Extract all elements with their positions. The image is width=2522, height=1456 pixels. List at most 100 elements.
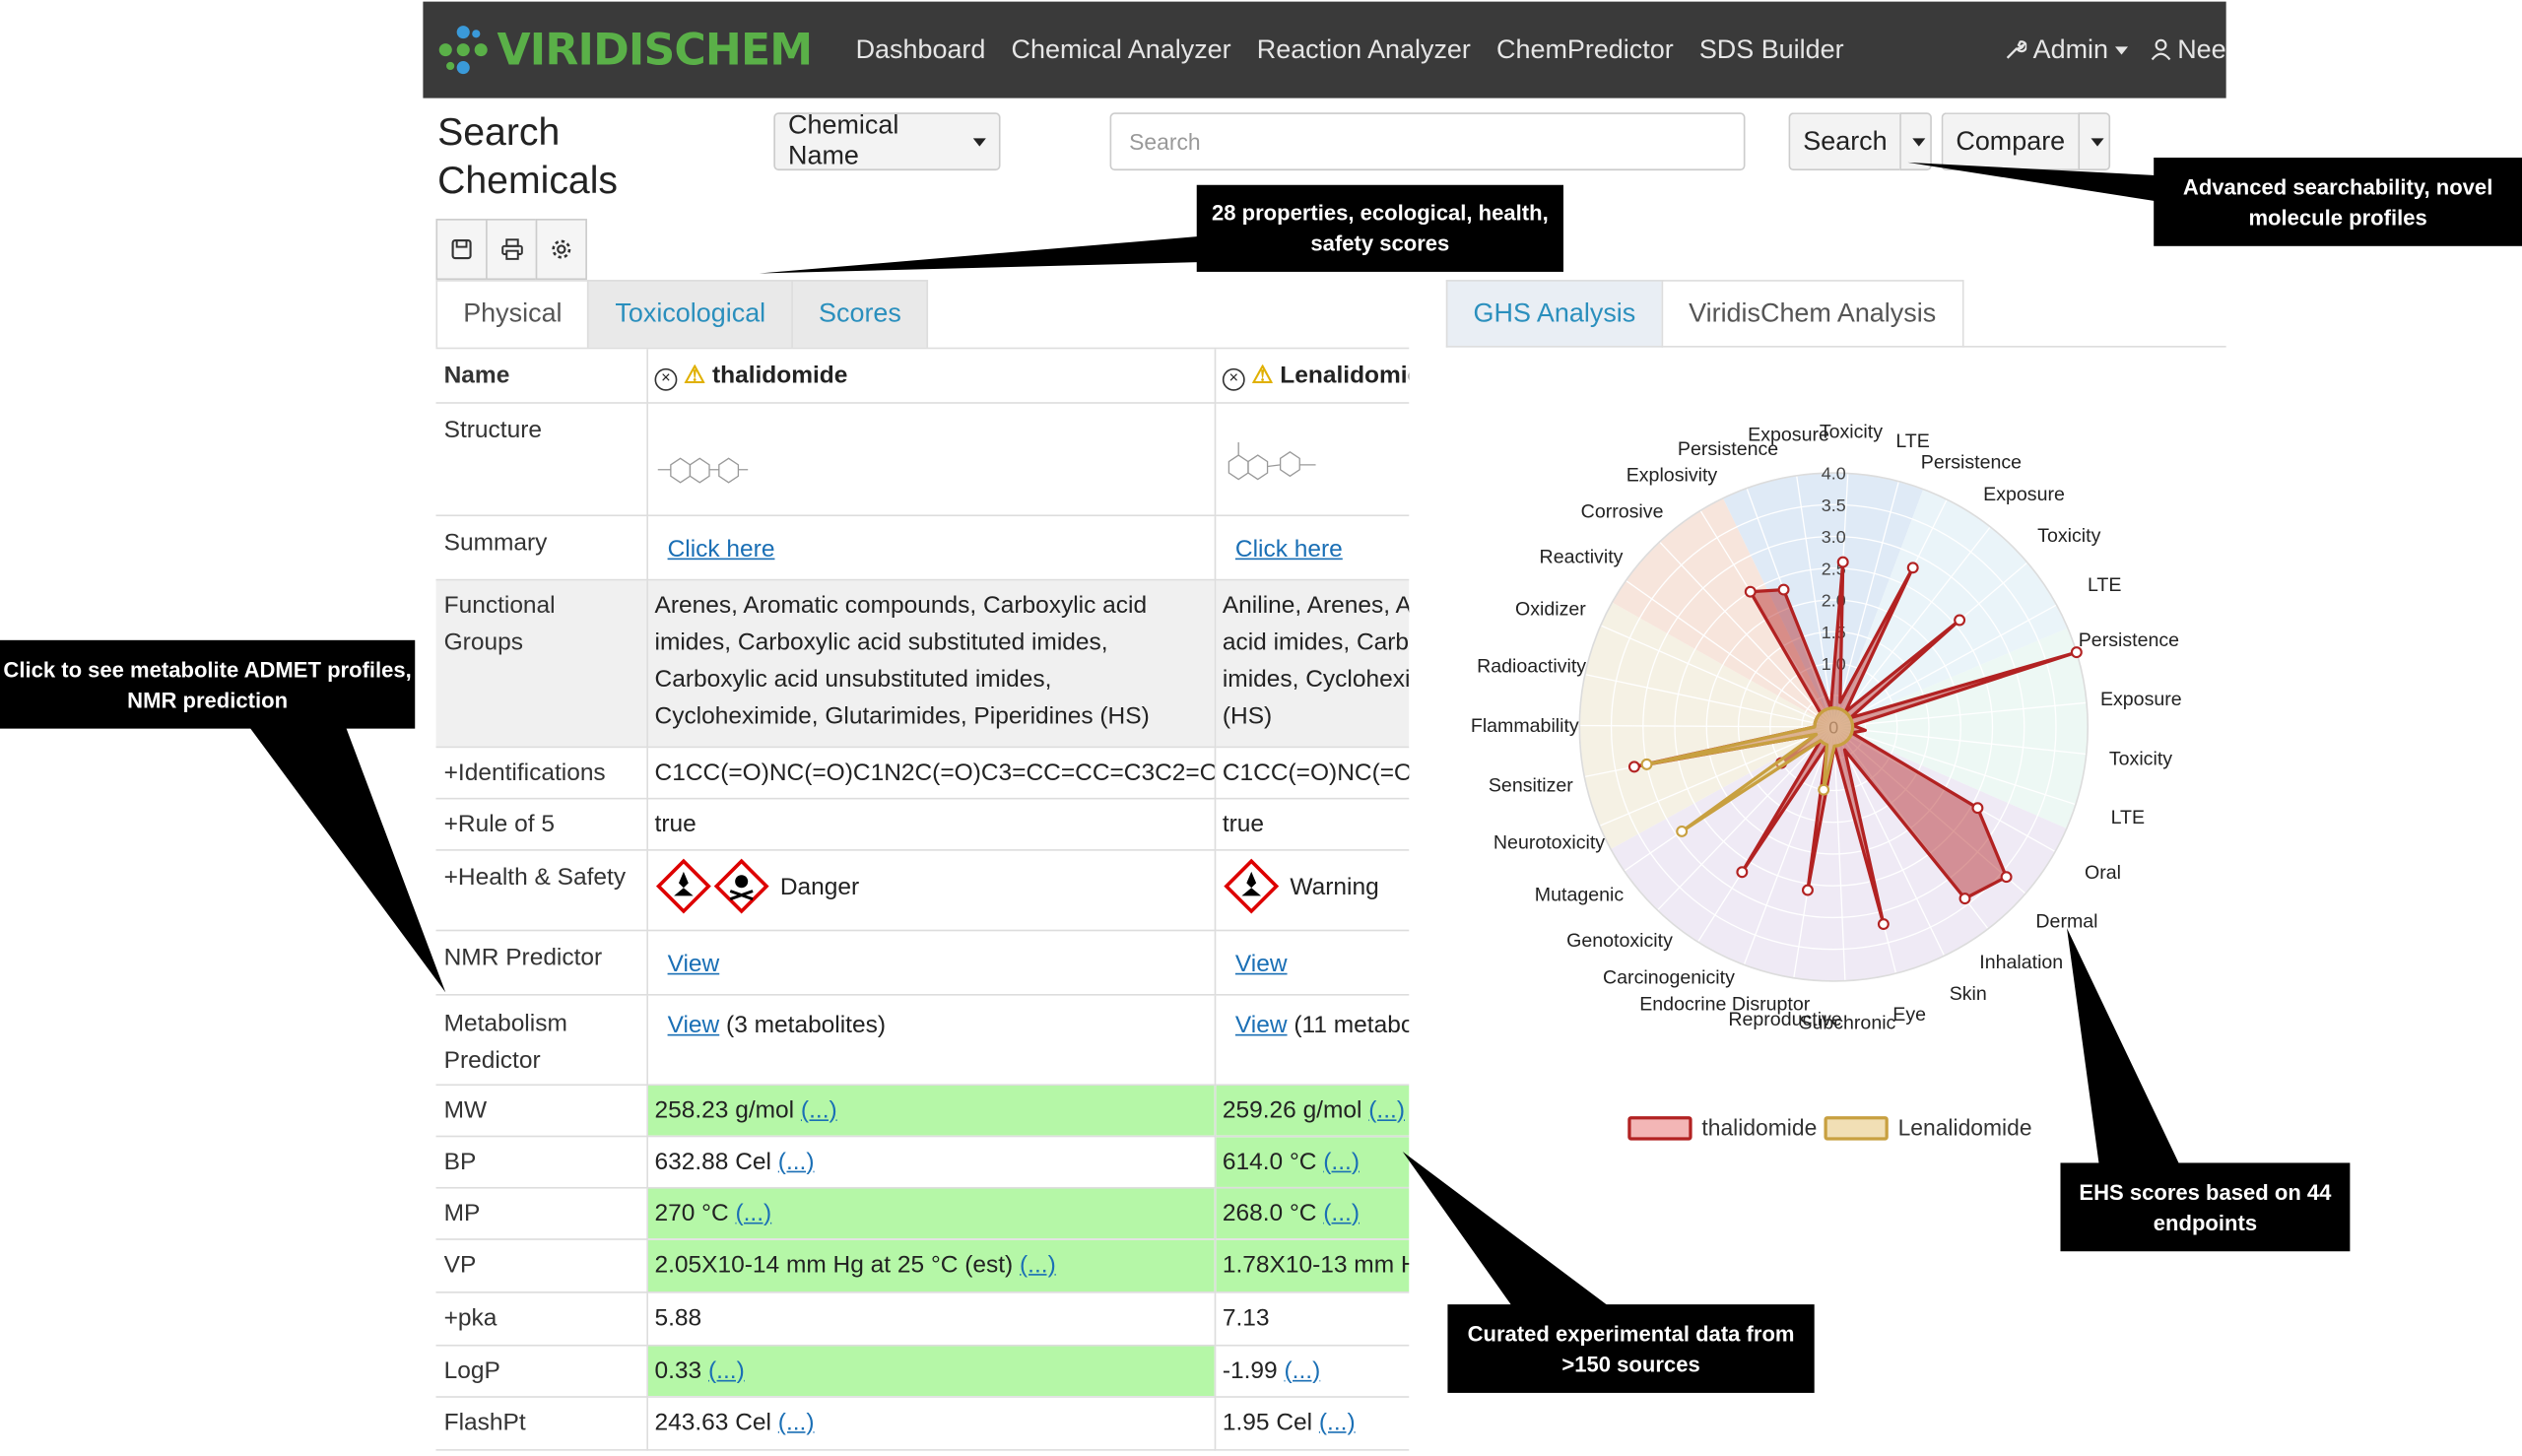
radar-data-point xyxy=(1971,802,1984,815)
nav-chemical-analyzer[interactable]: Chemical Analyzer xyxy=(1011,34,1231,64)
radar-category-label: Skin xyxy=(1950,983,1987,1005)
logp-2: -1.99 xyxy=(1222,1357,1278,1384)
row-label-pka[interactable]: +pka xyxy=(435,1291,648,1346)
row-label-functional-groups: Functional Groups xyxy=(435,578,648,748)
source-link[interactable]: (...) xyxy=(1020,1251,1056,1279)
radar-category-label: Toxicity xyxy=(2109,749,2172,770)
table-row: LogP 0.33 (...) -1.99 (...) xyxy=(435,1344,1410,1397)
tab-scores[interactable]: Scores xyxy=(791,280,929,348)
source-link[interactable]: (...) xyxy=(1323,1199,1360,1226)
row-label-identifications[interactable]: +Identifications xyxy=(435,746,648,799)
ghs-health-hazard-icon xyxy=(1224,858,1280,914)
radar-category-label: Toxicity xyxy=(2037,525,2100,547)
table-row: MW 258.23 g/mol (...) 259.26 g/mol (...) xyxy=(435,1084,1410,1137)
radar-category-label: Persistence xyxy=(1678,438,1778,460)
mw-1: 258.23 g/mol xyxy=(654,1095,795,1124)
admin-menu[interactable]: Admin xyxy=(2004,34,2128,65)
metabolism-view-link[interactable]: View xyxy=(667,1011,720,1038)
legend-swatch xyxy=(1824,1115,1889,1140)
compound-2-header: × ⚠ Lenalidomide xyxy=(1215,349,1410,403)
radar-category-label: Exposure xyxy=(1983,484,2065,505)
table-row: BP 632.88 Cel (...) 614.0 °C (...) xyxy=(435,1135,1410,1188)
radar-spoke xyxy=(1579,724,1834,728)
radar-spoke xyxy=(1832,726,1946,957)
table-row: Functional Groups Arenes, Aromatic compo… xyxy=(435,578,1410,748)
radar-category-label: Eye xyxy=(1892,1004,1926,1026)
search-type-label: Chemical Name xyxy=(788,110,899,171)
source-link[interactable]: (...) xyxy=(777,1409,815,1437)
radar-spoke xyxy=(1659,541,1834,728)
compare-button[interactable]: Compare xyxy=(1941,112,2079,171)
ghs-health-hazard-icon xyxy=(655,858,711,914)
nav-dashboard[interactable]: Dashboard xyxy=(855,34,986,64)
save-button[interactable] xyxy=(435,219,488,281)
table-row: NMR Predictor View View xyxy=(435,929,1410,995)
source-link[interactable]: (...) xyxy=(1318,1409,1356,1437)
brand-logo[interactable]: VIRIDISCHEM xyxy=(435,21,813,79)
source-link[interactable]: (...) xyxy=(1323,1147,1360,1175)
callout-ehs: EHS scores based on 44 endpoints xyxy=(2060,1162,2351,1252)
source-link[interactable]: (...) xyxy=(777,1147,815,1175)
source-link[interactable]: (...) xyxy=(1284,1357,1321,1384)
search-button[interactable]: Search xyxy=(1788,112,1900,171)
radar-data-point xyxy=(2070,646,2083,659)
print-button[interactable] xyxy=(486,219,538,281)
tab-physical[interactable]: Physical xyxy=(435,280,590,348)
radar-category-label: Subchronic xyxy=(1799,1013,1895,1034)
admin-label: Admin xyxy=(2032,34,2109,64)
user-icon xyxy=(2151,38,2170,61)
source-link[interactable]: (...) xyxy=(1368,1095,1406,1124)
tab-toxicological[interactable]: Toxicological xyxy=(587,280,793,348)
table-row: MP 270 °C (...) 268.0 °C (...) xyxy=(435,1186,1410,1239)
summary-link[interactable]: Click here xyxy=(1234,534,1343,563)
radar-spoke xyxy=(1832,481,1899,728)
remove-compound-icon[interactable]: × xyxy=(654,367,678,391)
row-label-flashpt: FlashPt xyxy=(435,1396,648,1450)
header-name-label: Name xyxy=(435,349,648,403)
row-label-health-safety[interactable]: +Health & Safety xyxy=(435,849,648,931)
radar-spoke xyxy=(1832,526,1991,728)
radar-gridline xyxy=(1674,567,1994,887)
source-link[interactable]: (...) xyxy=(735,1199,772,1226)
callout-pointer xyxy=(249,726,446,993)
nav-sds-builder[interactable]: SDS Builder xyxy=(1698,34,1844,64)
functional-groups-line: Arenes, Aromatic compounds, Carboxylic a… xyxy=(654,591,1148,619)
smiles-1: C1CC(=O)NC(=O)C1N2C(=O)C3=CC=CC=C3C2=O xyxy=(647,746,1217,799)
search-options-toggle[interactable] xyxy=(1899,112,1933,171)
user-label: Nee xyxy=(2177,34,2226,64)
compare-options-toggle[interactable] xyxy=(2078,112,2110,171)
molecule-logo-icon xyxy=(438,26,488,75)
property-tabs: Physical Toxicological Scores xyxy=(435,280,929,348)
nmr-view-link[interactable]: View xyxy=(667,950,720,977)
source-link[interactable]: (...) xyxy=(708,1357,745,1384)
health-safety-2: Warning xyxy=(1215,849,1410,931)
tab-viridischem-analysis[interactable]: ViridisChem Analysis xyxy=(1661,280,1963,348)
wrench-icon xyxy=(2006,40,2027,59)
search-input[interactable]: Search xyxy=(1109,112,1746,171)
nmr-view-link[interactable]: View xyxy=(1234,950,1288,977)
radar-data-point xyxy=(2000,871,2013,884)
properties-table: Name × ⚠ thalidomide × ⚠ Lenalidomide St… xyxy=(435,347,1410,1453)
tab-ghs-analysis[interactable]: GHS Analysis xyxy=(1445,280,1664,348)
metabolism-view-link[interactable]: View xyxy=(1234,1011,1288,1038)
summary-link[interactable]: Click here xyxy=(667,534,775,563)
source-link[interactable]: (...) xyxy=(800,1095,837,1124)
user-menu[interactable]: Nee xyxy=(2150,34,2226,65)
table-row: +Identifications C1CC(=O)NC(=O)C1N2C(=O)… xyxy=(435,746,1410,799)
radar-category-label: Persistence xyxy=(1921,452,2022,474)
search-type-dropdown[interactable]: Chemical Name xyxy=(773,110,1001,171)
nav-chempredictor[interactable]: ChemPredictor xyxy=(1496,34,1674,64)
settings-button[interactable] xyxy=(535,219,587,281)
functional-groups-line: (HS) xyxy=(1222,701,1273,730)
nav-reaction-analyzer[interactable]: Reaction Analyzer xyxy=(1256,34,1471,64)
functional-groups-line: imides, Cyclohexi xyxy=(1222,665,1410,693)
radar-gridline xyxy=(1610,503,2057,951)
row-label-bp: BP xyxy=(435,1135,648,1188)
functional-groups-line: Cycloheximide, Glutarimides, Piperidines… xyxy=(654,701,1150,730)
radar-tick-label: 4.0 xyxy=(1822,464,1846,484)
remove-compound-icon[interactable]: × xyxy=(1222,367,1245,391)
radar-spoke xyxy=(1599,726,1834,827)
radar-category-label: Oral xyxy=(2085,862,2121,884)
radar-spoke xyxy=(1832,604,2057,728)
row-label-rule-of-5[interactable]: +Rule of 5 xyxy=(435,797,648,850)
